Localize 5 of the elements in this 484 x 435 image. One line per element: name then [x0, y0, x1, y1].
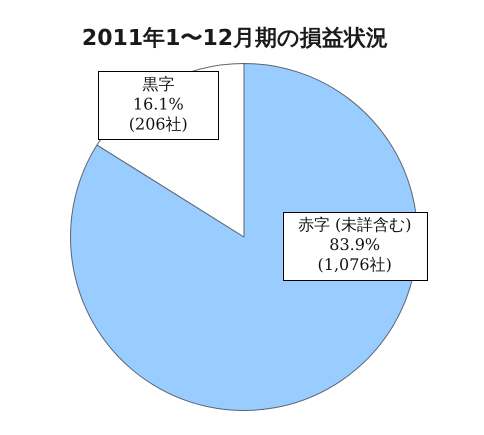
data-label: 16.1% (206社): [128, 94, 188, 134]
slice-label: 黒字: [142, 74, 174, 94]
slice-label: 赤字 (未詳含む): [298, 215, 412, 234]
chart-title: 2011年1〜12月期の損益状況: [80, 26, 390, 52]
data-label: 83.9% (1,076社): [318, 235, 392, 274]
